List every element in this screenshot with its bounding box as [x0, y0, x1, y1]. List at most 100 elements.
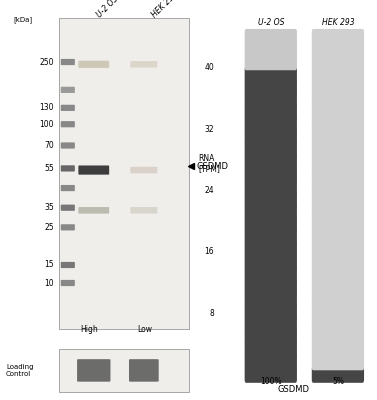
- FancyBboxPatch shape: [245, 54, 297, 70]
- FancyBboxPatch shape: [245, 104, 297, 120]
- FancyBboxPatch shape: [312, 66, 364, 83]
- FancyBboxPatch shape: [312, 129, 364, 145]
- Text: 15: 15: [44, 260, 54, 270]
- FancyBboxPatch shape: [312, 79, 364, 95]
- FancyBboxPatch shape: [61, 105, 75, 111]
- Text: High: High: [80, 325, 98, 334]
- FancyBboxPatch shape: [61, 224, 75, 230]
- Text: 250: 250: [40, 58, 54, 66]
- FancyBboxPatch shape: [245, 129, 297, 145]
- FancyBboxPatch shape: [312, 229, 364, 245]
- FancyBboxPatch shape: [245, 154, 297, 170]
- FancyBboxPatch shape: [312, 142, 364, 158]
- FancyBboxPatch shape: [245, 216, 297, 233]
- Text: HEK 293: HEK 293: [322, 18, 354, 27]
- FancyBboxPatch shape: [245, 29, 297, 45]
- FancyBboxPatch shape: [245, 179, 297, 195]
- FancyBboxPatch shape: [312, 342, 364, 358]
- Text: [kDa]: [kDa]: [13, 16, 32, 23]
- FancyBboxPatch shape: [245, 79, 297, 95]
- FancyBboxPatch shape: [130, 61, 157, 68]
- Text: 40: 40: [205, 63, 214, 72]
- Text: GSDMD: GSDMD: [278, 385, 310, 394]
- FancyBboxPatch shape: [312, 154, 364, 170]
- FancyBboxPatch shape: [78, 61, 109, 68]
- Text: 8: 8: [210, 309, 214, 318]
- FancyBboxPatch shape: [245, 66, 297, 83]
- FancyBboxPatch shape: [245, 292, 297, 308]
- Text: 70: 70: [44, 141, 54, 150]
- Text: HEK 293: HEK 293: [150, 0, 180, 19]
- Text: RNA
[TPM]: RNA [TPM]: [198, 154, 220, 173]
- FancyBboxPatch shape: [312, 242, 364, 258]
- FancyBboxPatch shape: [245, 254, 297, 270]
- FancyBboxPatch shape: [245, 304, 297, 320]
- FancyBboxPatch shape: [312, 254, 364, 270]
- FancyBboxPatch shape: [77, 359, 110, 382]
- Text: Loading
Control: Loading Control: [6, 364, 34, 377]
- FancyBboxPatch shape: [312, 204, 364, 220]
- FancyBboxPatch shape: [245, 342, 297, 358]
- FancyBboxPatch shape: [245, 142, 297, 158]
- FancyBboxPatch shape: [245, 242, 297, 258]
- FancyBboxPatch shape: [312, 304, 364, 320]
- FancyBboxPatch shape: [245, 192, 297, 208]
- FancyBboxPatch shape: [312, 292, 364, 308]
- Text: 32: 32: [205, 125, 214, 134]
- Text: 5%: 5%: [332, 377, 344, 386]
- FancyBboxPatch shape: [312, 104, 364, 120]
- FancyBboxPatch shape: [245, 116, 297, 133]
- FancyBboxPatch shape: [61, 204, 75, 211]
- FancyBboxPatch shape: [61, 165, 75, 172]
- Text: U-2 OS: U-2 OS: [95, 0, 120, 19]
- FancyBboxPatch shape: [312, 216, 364, 233]
- FancyBboxPatch shape: [245, 329, 297, 345]
- FancyBboxPatch shape: [312, 42, 364, 58]
- Text: 24: 24: [205, 186, 214, 195]
- FancyBboxPatch shape: [312, 279, 364, 295]
- FancyBboxPatch shape: [129, 359, 159, 382]
- FancyBboxPatch shape: [78, 207, 109, 214]
- FancyBboxPatch shape: [61, 280, 75, 286]
- Text: 100: 100: [40, 120, 54, 129]
- FancyBboxPatch shape: [245, 229, 297, 245]
- FancyBboxPatch shape: [61, 185, 75, 191]
- FancyBboxPatch shape: [61, 262, 75, 268]
- FancyBboxPatch shape: [245, 92, 297, 108]
- FancyBboxPatch shape: [312, 54, 364, 70]
- Text: Low: Low: [137, 325, 152, 334]
- FancyBboxPatch shape: [312, 354, 364, 370]
- FancyBboxPatch shape: [312, 329, 364, 345]
- FancyBboxPatch shape: [61, 142, 75, 149]
- FancyBboxPatch shape: [78, 166, 109, 175]
- FancyBboxPatch shape: [245, 354, 297, 370]
- Text: 35: 35: [44, 203, 54, 212]
- FancyBboxPatch shape: [312, 29, 364, 45]
- FancyBboxPatch shape: [312, 192, 364, 208]
- FancyBboxPatch shape: [245, 204, 297, 220]
- FancyBboxPatch shape: [130, 207, 157, 214]
- FancyBboxPatch shape: [60, 349, 189, 392]
- FancyBboxPatch shape: [60, 18, 189, 329]
- FancyBboxPatch shape: [245, 279, 297, 295]
- FancyBboxPatch shape: [245, 266, 297, 283]
- FancyBboxPatch shape: [245, 366, 297, 383]
- Text: 16: 16: [205, 248, 214, 256]
- Text: 100%: 100%: [260, 377, 282, 386]
- FancyBboxPatch shape: [312, 366, 364, 383]
- FancyBboxPatch shape: [312, 316, 364, 333]
- FancyBboxPatch shape: [312, 116, 364, 133]
- FancyBboxPatch shape: [312, 179, 364, 195]
- Text: 55: 55: [44, 164, 54, 173]
- FancyBboxPatch shape: [245, 316, 297, 333]
- Text: 25: 25: [44, 223, 54, 232]
- Text: GSDMD: GSDMD: [197, 162, 229, 171]
- FancyBboxPatch shape: [312, 92, 364, 108]
- FancyBboxPatch shape: [245, 42, 297, 58]
- FancyBboxPatch shape: [312, 266, 364, 283]
- Text: U-2 OS: U-2 OS: [257, 18, 284, 27]
- FancyBboxPatch shape: [61, 121, 75, 127]
- FancyBboxPatch shape: [245, 166, 297, 183]
- FancyBboxPatch shape: [61, 87, 75, 93]
- Text: 10: 10: [44, 278, 54, 288]
